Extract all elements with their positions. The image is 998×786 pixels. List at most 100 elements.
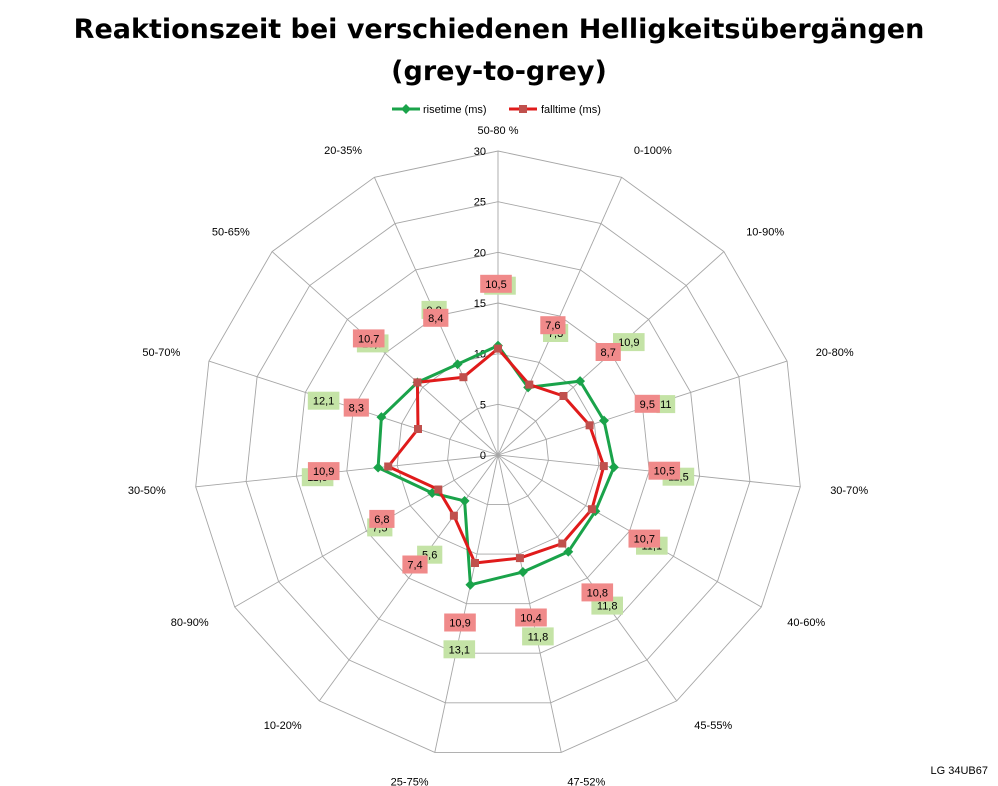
category-label: 80-90% — [171, 617, 209, 629]
risetime-data-label: 11,8 — [522, 627, 554, 646]
data-label-text: 10,9 — [313, 466, 334, 478]
category-label: 50-70% — [142, 347, 180, 359]
legend-risetime-label: risetime (ms) — [423, 104, 487, 116]
data-label-bg — [352, 329, 385, 348]
falltime-point — [384, 462, 393, 471]
chart-title-line2: (grey-to-grey) — [391, 56, 607, 87]
risetime-data-label: 11 — [656, 395, 676, 414]
category-label: 20-35% — [324, 145, 362, 157]
data-label-bg — [480, 274, 512, 293]
risetime-point — [376, 412, 387, 423]
falltime-data-label: 8,3 — [343, 398, 369, 417]
data-label-text: 7,4 — [407, 560, 422, 572]
falltime-data-label: 9,5 — [634, 394, 660, 413]
data-label-text: 6,8 — [374, 514, 389, 526]
falltime-data-label: 10,5 — [480, 274, 512, 293]
data-label-text: 10,7 — [634, 534, 655, 546]
data-label-bg — [581, 583, 614, 602]
grid-ring-25 — [245, 201, 751, 704]
grid-ring-10 — [396, 353, 600, 555]
data-label-text: 10,5 — [485, 279, 506, 291]
falltime-data-label: 10,8 — [581, 583, 614, 602]
grid-spoke — [234, 454, 499, 608]
data-label-bg — [656, 395, 676, 414]
falltime-data-label: 10,7 — [352, 329, 385, 348]
data-label-bg — [595, 343, 621, 361]
category-label: 47-52% — [567, 777, 605, 786]
falltime-point — [434, 485, 443, 494]
falltime-point — [587, 505, 596, 514]
data-label-text: 10,5 — [654, 466, 675, 478]
data-label-text: 7,6 — [545, 320, 560, 332]
data-label-bg — [369, 509, 395, 528]
grid-ring-5 — [447, 403, 549, 506]
data-label-bg — [648, 461, 681, 480]
data-label-text: 10,4 — [520, 613, 541, 625]
category-label: 50-65% — [212, 227, 250, 239]
grid-spoke — [497, 454, 678, 702]
falltime-point — [559, 392, 568, 400]
data-label-text: 12,1 — [313, 396, 334, 408]
data-label-text: 11 — [660, 399, 671, 411]
risetime-point — [373, 462, 384, 473]
falltime-point — [558, 539, 567, 548]
tick-label: 5 — [480, 399, 486, 411]
data-label-bg — [628, 529, 661, 548]
data-label-text: 10,9 — [618, 337, 639, 349]
category-label: 50-80 % — [478, 125, 519, 137]
data-label-bg — [540, 316, 566, 335]
risetime-point — [452, 359, 463, 370]
data-label-bg — [443, 640, 476, 659]
risetime-point — [563, 546, 574, 557]
risetime-data-label: 13,1 — [443, 640, 476, 659]
series-points — [373, 340, 619, 590]
grid-spoke — [497, 454, 562, 753]
chart-title-line1: Reaktionszeit bei verschiedenen Helligke… — [74, 14, 925, 45]
data-label-bg — [613, 333, 645, 352]
risetime-point — [608, 462, 619, 473]
falltime-point — [599, 462, 608, 471]
category-label: 45-55% — [694, 720, 732, 732]
risetime-point — [465, 579, 476, 590]
falltime-point — [585, 421, 594, 430]
grid-ring-20 — [295, 251, 701, 654]
series-lines — [376, 344, 616, 587]
category-label: 30-70% — [830, 485, 868, 497]
grid-ring-15 — [346, 302, 650, 605]
risetime-data-label: 10,9 — [613, 333, 645, 352]
falltime-data-label: 6,8 — [369, 509, 395, 528]
data-label-text: 8,4 — [428, 313, 443, 325]
series-line-risetime — [376, 344, 616, 587]
grid-spoke — [318, 454, 499, 702]
data-label-bg — [423, 308, 449, 327]
radar-grid — [195, 150, 801, 753]
category-label: 10-20% — [264, 720, 302, 732]
falltime-data-label: 10,5 — [648, 461, 681, 480]
data-label-bg — [522, 627, 554, 646]
tick-label: 0 — [480, 450, 486, 462]
risetime-point — [459, 495, 470, 506]
data-label-text: 8,3 — [349, 403, 364, 415]
falltime-data-label: 8,7 — [595, 343, 621, 361]
falltime-data-label: 10,7 — [628, 529, 661, 548]
falltime-data-label: 8,4 — [423, 308, 449, 327]
falltime-point — [459, 373, 468, 382]
falltime-data-label: 7,4 — [402, 555, 428, 574]
tick-label: 20 — [474, 247, 486, 259]
data-label-text: 13,1 — [449, 644, 470, 656]
falltime-point — [414, 425, 422, 433]
risetime-point — [575, 376, 586, 387]
legend-falltime-marker — [519, 105, 527, 113]
grid-spoke — [497, 177, 623, 456]
category-label: 40-60% — [787, 617, 825, 629]
falltime-point — [515, 554, 524, 563]
falltime-point — [449, 511, 458, 520]
risetime-point — [599, 415, 609, 426]
data-label-text: 11,8 — [597, 601, 618, 613]
data-label-bg — [307, 391, 340, 410]
grid-spoke — [195, 454, 499, 488]
falltime-point — [494, 344, 502, 353]
legend-item-falltime: falltime (ms) — [509, 104, 601, 116]
